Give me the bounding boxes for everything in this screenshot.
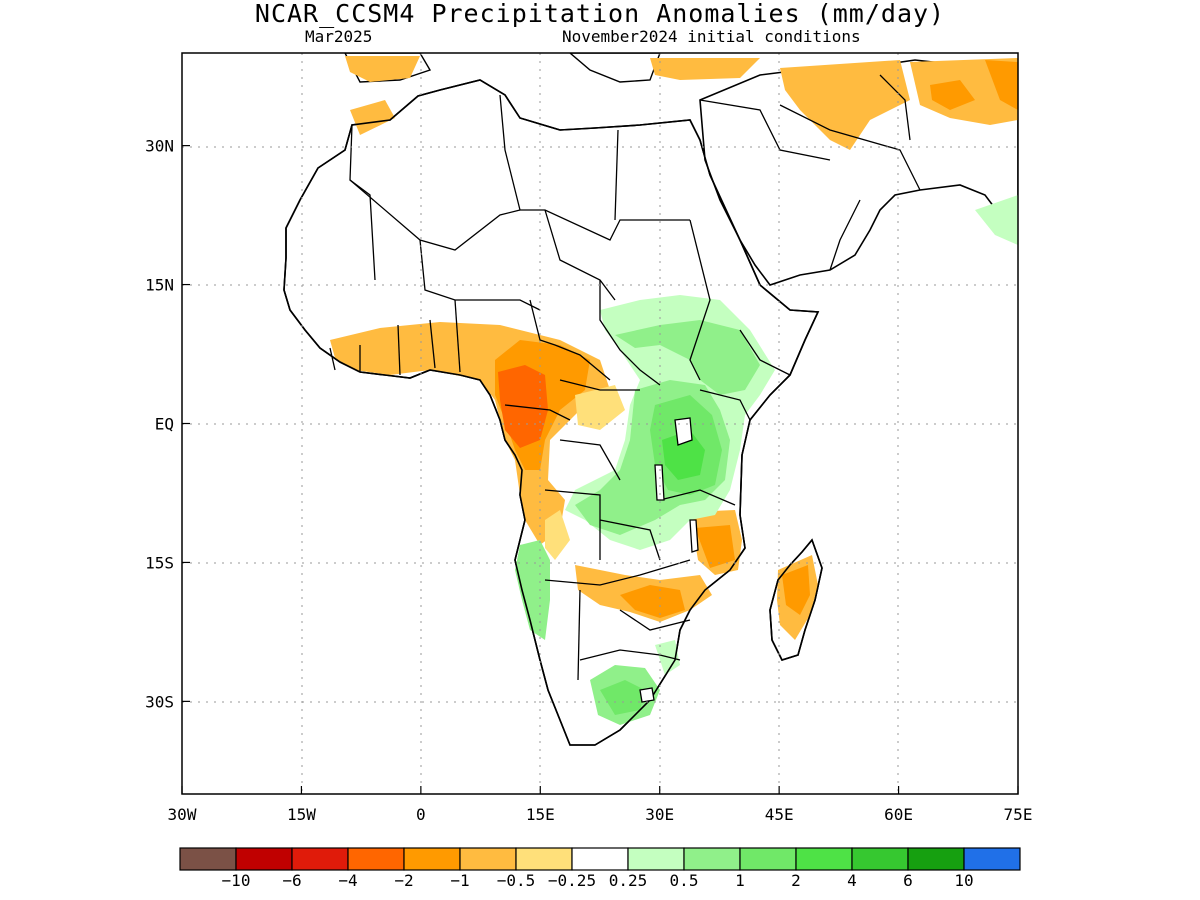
negative-anomaly-regions [330, 56, 1018, 640]
legend-label: −1 [450, 871, 469, 890]
x-tick-label: 0 [416, 805, 426, 824]
legend-swatch [571, 847, 629, 871]
land-europe [344, 53, 661, 83]
x-tick-label: 30E [645, 805, 674, 824]
x-tick-label: 15W [287, 805, 316, 824]
map-area [182, 53, 1018, 794]
legend-swatch [739, 847, 797, 871]
legend-swatch [291, 847, 349, 871]
x-tick-label: 30W [168, 805, 197, 824]
legend-label: 6 [903, 871, 913, 890]
legend-label: 2 [791, 871, 801, 890]
chart-title: NCAR_CCSM4 Precipitation Anomalies (mm/d… [254, 0, 946, 28]
legend-label: −0.5 [497, 871, 536, 890]
color-legend: −10 −6 −4 −2 −1 −0.5 −0.25 0.25 0.5 1 2 4 6 10 [179, 847, 1021, 890]
legend-swatch [627, 847, 685, 871]
x-tick-label: 15E [526, 805, 555, 824]
y-tick-label: 30N [145, 137, 174, 156]
country-borders [329, 74, 921, 681]
legend-label: 4 [847, 871, 857, 890]
x-axis: 30W 15W 0 15E 30E 45E 60E 75E [168, 786, 1033, 824]
y-tick-label: 15S [145, 553, 174, 572]
legend-label: −6 [282, 871, 301, 890]
legend-swatch [907, 847, 965, 871]
legend-swatch [459, 847, 517, 871]
legend-label: −2 [394, 871, 413, 890]
initial-conditions-label: November2024 initial conditions [562, 27, 861, 46]
legend-swatch [683, 847, 741, 871]
valid-month-label: Mar2025 [305, 27, 373, 46]
x-tick-label: 60E [884, 805, 913, 824]
x-tick-label: 75E [1004, 805, 1033, 824]
y-tick-label: 30S [145, 692, 174, 711]
legend-swatch [963, 847, 1021, 871]
legend-label: −4 [338, 871, 357, 890]
legend-label: 10 [954, 871, 973, 890]
legend-swatch [403, 847, 461, 871]
legend-label: 0.25 [609, 871, 648, 890]
legend-swatch [795, 847, 853, 871]
legend-label: 0.5 [670, 871, 699, 890]
y-tick-label: EQ [155, 415, 174, 434]
gridlines [182, 53, 1018, 794]
y-axis: 30N 15N EQ 15S 30S [145, 137, 190, 711]
legend-swatch [347, 847, 405, 871]
land-arabia [699, 59, 1018, 286]
legend-swatch [515, 847, 573, 871]
legend-label: −10 [222, 871, 251, 890]
legend-label: −0.25 [548, 871, 596, 890]
positive-anomaly-regions [515, 195, 1018, 725]
legend-label: 1 [735, 871, 745, 890]
legend-swatch [179, 847, 237, 871]
lakes [639, 417, 699, 703]
legend-swatch [235, 847, 293, 871]
legend-swatch [851, 847, 909, 871]
x-tick-label: 45E [765, 805, 794, 824]
y-tick-label: 15N [145, 276, 174, 295]
